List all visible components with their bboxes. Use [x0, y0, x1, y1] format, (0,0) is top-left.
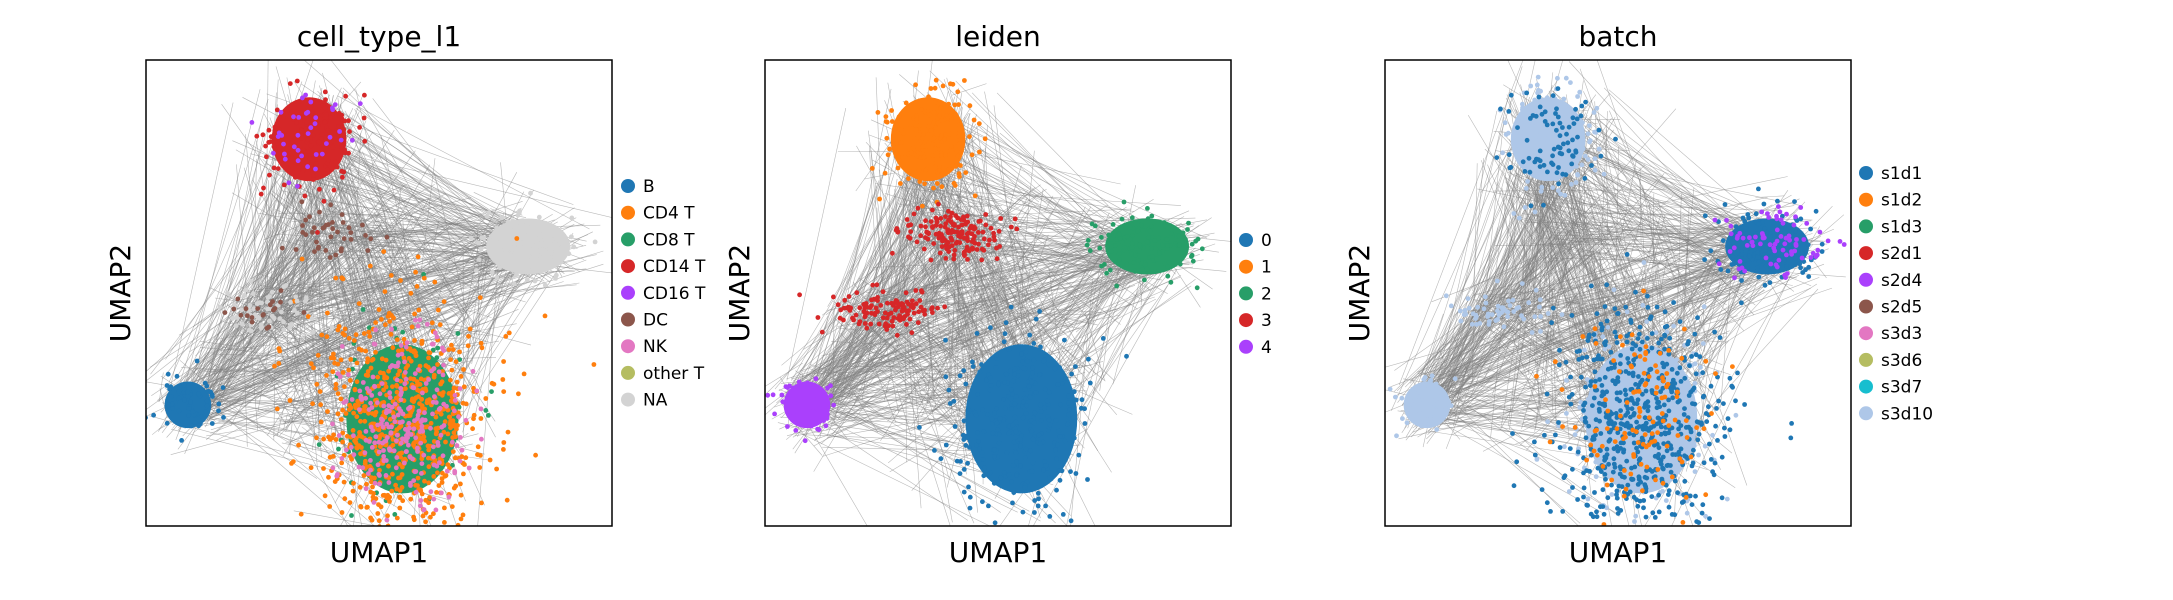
- legend-marker: [1859, 272, 1873, 287]
- legend-marker: [1859, 166, 1873, 180]
- legend-marker: [621, 232, 635, 247]
- umap-panel-2: batchUMAP1UMAP2s1d1s1d2s1d3s2d1s2d4s2d5s…: [1343, 20, 1933, 569]
- plot-frame: [145, 59, 613, 527]
- legend-marker: [1859, 406, 1873, 421]
- plot-area: [146, 60, 612, 526]
- legend-marker: [621, 365, 635, 380]
- legend-marker: [621, 392, 635, 407]
- legend-label: NA: [643, 391, 668, 411]
- legend-marker: [621, 285, 635, 300]
- legend-label: s3d6: [1881, 351, 1922, 371]
- legend-label: 2: [1261, 284, 1272, 304]
- legend-marker: [1859, 299, 1873, 314]
- legend-marker: [1859, 379, 1873, 394]
- legend-marker: [1239, 233, 1253, 247]
- legend-marker: [1239, 259, 1253, 274]
- legend-label: CD14 T: [643, 257, 706, 277]
- y-axis-label: UMAP2: [1343, 244, 1376, 343]
- legend-marker: [1859, 192, 1873, 207]
- legend-marker: [1859, 352, 1873, 367]
- plot-frame: [1384, 59, 1852, 527]
- y-axis-label: UMAP2: [104, 244, 137, 343]
- legend-marker: [621, 312, 635, 327]
- plot-area: [1385, 60, 1847, 526]
- x-axis-label: UMAP1: [330, 536, 429, 569]
- legend: B CD4 T CD8 T CD14 T CD16 T DC NK other T NA: [621, 177, 706, 411]
- legend-label: s3d3: [1881, 324, 1922, 344]
- legend-marker: [1239, 313, 1253, 328]
- umap-panel-1: leiden UMAP1 UMAP2 0 1 2 3 4: [723, 20, 1272, 569]
- x-axis-label: UMAP1: [1569, 536, 1668, 569]
- legend-marker: [1859, 219, 1873, 234]
- plot-area: [765, 60, 1231, 526]
- legend-label: s3d7: [1881, 378, 1922, 398]
- legend-label: CD16 T: [643, 284, 706, 304]
- legend-marker: [1239, 286, 1253, 301]
- legend: 0 1 2 3 4: [1239, 231, 1272, 358]
- legend-marker: [1239, 339, 1253, 354]
- legend: s1d1 s1d2 s1d3 s2d1 s2d4 s2d5 s3d3 s3d6 s3d7 s3d1…: [1859, 164, 1933, 424]
- legend-label: s1d1: [1881, 164, 1922, 184]
- legend-label: s2d5: [1881, 298, 1922, 318]
- legend-marker: [621, 179, 635, 193]
- legend-marker: [621, 339, 635, 354]
- legend-label: 0: [1261, 231, 1272, 251]
- y-axis-label: UMAP2: [723, 244, 756, 343]
- legend-label: s2d1: [1881, 244, 1922, 264]
- legend-marker: [621, 259, 635, 274]
- legend-label: s1d3: [1881, 217, 1922, 237]
- legend-label: 1: [1261, 258, 1272, 278]
- legend-label: NK: [643, 337, 668, 357]
- panel-title: cell_type_l1: [297, 20, 461, 53]
- legend-label: s3d10: [1881, 404, 1933, 424]
- umap-panel-0: cell_type_l1 UMAP1 UMAP2 B CD4 T CD8 T CD14 T C…: [104, 20, 706, 569]
- panel-title: batch: [1578, 20, 1657, 53]
- legend-label: CD8 T: [643, 230, 695, 250]
- legend-marker: [1859, 246, 1873, 261]
- legend-label: DC: [643, 311, 668, 331]
- legend-label: CD4 T: [643, 204, 695, 224]
- legend-marker: [1859, 326, 1873, 341]
- legend-label: s1d2: [1881, 191, 1922, 211]
- legend-label: B: [643, 177, 655, 197]
- legend-label: s2d4: [1881, 271, 1922, 291]
- panel-title: leiden: [955, 20, 1041, 53]
- x-axis-label: UMAP1: [949, 536, 1048, 569]
- plot-frame: [764, 59, 1232, 527]
- legend-label: 3: [1261, 311, 1272, 331]
- legend-label: other T: [643, 364, 705, 384]
- legend-label: 4: [1261, 338, 1272, 358]
- legend-marker: [621, 205, 635, 220]
